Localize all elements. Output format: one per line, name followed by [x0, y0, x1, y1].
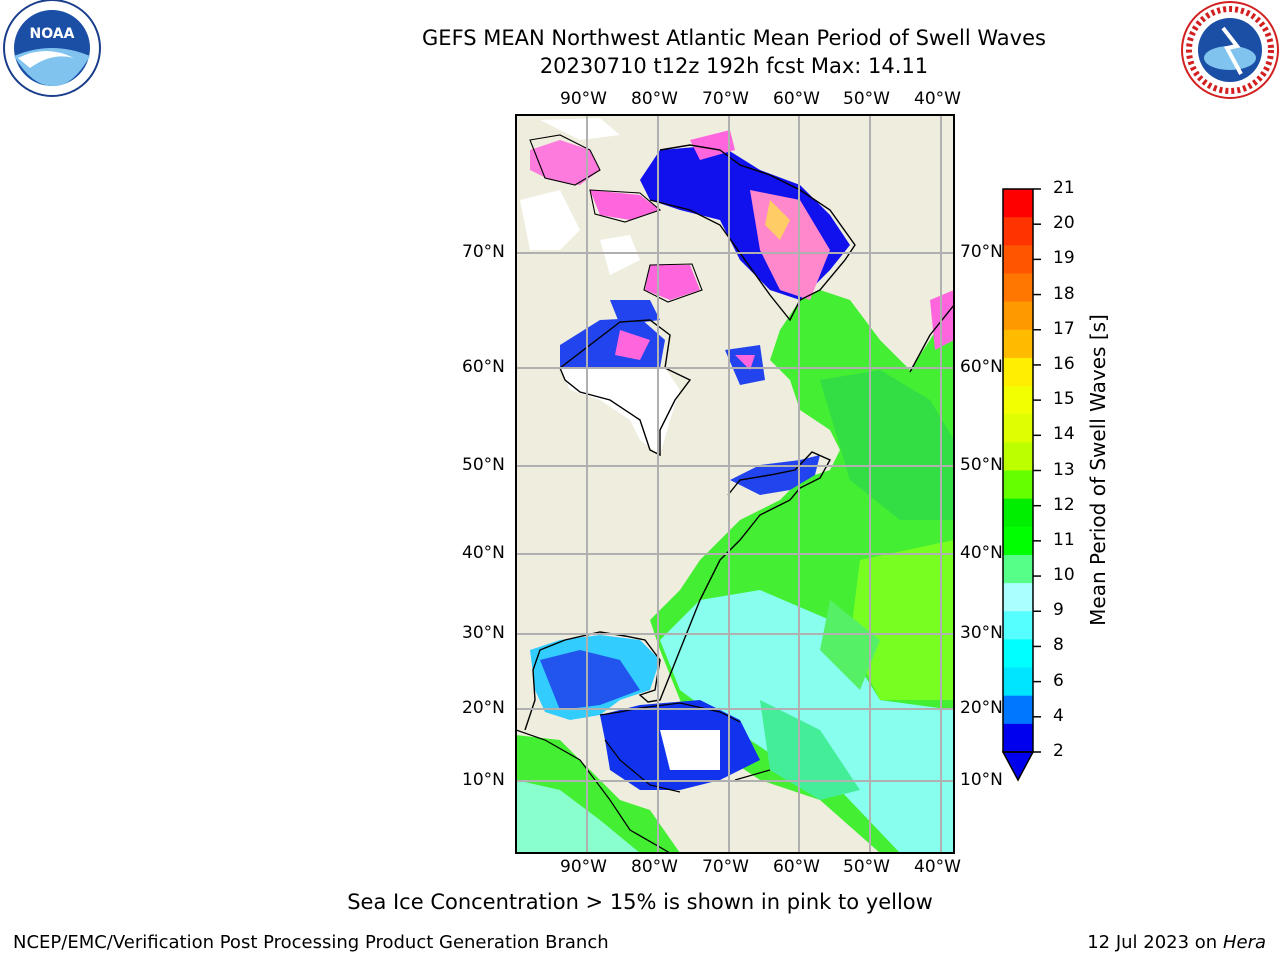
colorbar-segment — [1003, 442, 1033, 471]
colorbar-tick-label: 12 — [1053, 494, 1075, 515]
colorbar-segment — [1003, 723, 1033, 753]
colorbar-tick-label: 17 — [1053, 318, 1075, 339]
noaa-logo: NOAA — [3, 0, 101, 97]
lon-label-top: 40°W — [914, 89, 961, 109]
colorbar-title: Mean Period of Swell Waves [s] — [1086, 314, 1110, 626]
chart-subtitle: 20230710 t12z 192h fcst Max: 14.11 — [539, 54, 929, 78]
lon-label-bottom: 40°W — [914, 857, 961, 877]
lat-label-left: 40°N — [462, 543, 505, 563]
colorbar-segment — [1003, 554, 1033, 584]
lat-label-right: 60°N — [960, 357, 1003, 377]
colorbar-segment — [1003, 498, 1033, 528]
lon-label-bottom: 70°W — [702, 857, 749, 877]
colorbar-segment — [1003, 526, 1033, 556]
lon-label-bottom: 50°W — [843, 857, 890, 877]
colorbar-tick-label: 19 — [1053, 248, 1075, 269]
lon-label-bottom: 90°W — [560, 857, 607, 877]
colorbar-tick-label: 14 — [1053, 424, 1075, 445]
lon-label-top: 60°W — [773, 89, 820, 109]
lat-label-left: 70°N — [462, 242, 505, 262]
lon-label-top: 90°W — [560, 89, 607, 109]
lat-label-right: 30°N — [960, 623, 1003, 643]
ocean-cyan-zone — [660, 590, 954, 853]
colorbar-segment — [1003, 639, 1033, 669]
date-text: 12 Jul 2023 on — [1087, 932, 1223, 953]
colorbar-frame — [1002, 188, 1034, 753]
colorbar-segment — [1003, 414, 1033, 443]
colorbar-tick-label: 18 — [1053, 283, 1075, 304]
lat-label-left: 10°N — [462, 770, 505, 790]
lon-label-top: 70°W — [702, 89, 749, 109]
chart-title: GEFS MEAN Northwest Atlantic Mean Period… — [422, 26, 1046, 50]
lat-label-right: 50°N — [960, 455, 1003, 475]
lat-label-right: 20°N — [960, 698, 1003, 718]
colorbar-segment — [1003, 667, 1033, 697]
colorbar-segment — [1003, 189, 1033, 218]
colorbar-segment — [1003, 329, 1033, 359]
colorbar-tick-label: 15 — [1053, 389, 1075, 410]
colorbar-tick-label: 6 — [1053, 670, 1064, 691]
colorbar-tick-label: 16 — [1053, 353, 1075, 374]
colorbar-tick-label: 21 — [1053, 178, 1075, 198]
lon-label-top: 80°W — [631, 89, 678, 109]
host-name: Hera — [1222, 932, 1266, 953]
colorbar-segment — [1003, 301, 1033, 331]
nws-logo — [1181, 1, 1279, 99]
colorbar — [1003, 188, 1041, 753]
graticule — [516, 115, 954, 853]
lat-label-left: 60°N — [462, 357, 505, 377]
coastline-north-america — [524, 144, 856, 731]
colorbar-tick-label: 20 — [1053, 213, 1075, 234]
svg-text:NOAA: NOAA — [30, 26, 75, 42]
colorbar-segment — [1003, 470, 1033, 500]
lat-label-left: 30°N — [462, 623, 505, 643]
map-frame — [515, 114, 955, 854]
colorbar-segment — [1003, 386, 1033, 415]
colorbar-tick-label: 2 — [1053, 741, 1064, 761]
colorbar-segment — [1003, 611, 1033, 640]
lon-label-top: 50°W — [843, 89, 890, 109]
date-stamp: 12 Jul 2023 on Hera — [1087, 932, 1266, 953]
colorbar-tick-label: 13 — [1053, 459, 1075, 480]
colorbar-tick-label: 11 — [1053, 529, 1075, 550]
credit-line: NCEP/EMC/Verification Post Processing Pr… — [13, 932, 609, 953]
colorbar-tick-label: 8 — [1053, 635, 1064, 656]
colorbar-tick-label: 4 — [1053, 705, 1064, 726]
sea-ice-note: Sea Ice Concentration > 15% is shown in … — [347, 890, 933, 914]
colorbar-segment — [1003, 583, 1033, 612]
colorbar-tick-label: 10 — [1053, 565, 1075, 586]
colorbar-segment — [1003, 695, 1033, 725]
lat-label-right: 40°N — [960, 543, 1003, 563]
lat-label-left: 20°N — [462, 698, 505, 718]
colorbar-segment — [1003, 357, 1033, 387]
colorbar-segment — [1003, 217, 1033, 246]
colorbar-extend-arrow — [1001, 751, 1035, 782]
colorbar-segment — [1003, 245, 1033, 274]
lat-label-right: 10°N — [960, 770, 1003, 790]
lat-label-right: 70°N — [960, 242, 1003, 262]
lat-label-left: 50°N — [462, 455, 505, 475]
colorbar-tick-label: 9 — [1053, 600, 1064, 621]
colorbar-segment — [1003, 273, 1033, 303]
lon-label-bottom: 60°W — [773, 857, 820, 877]
lon-label-bottom: 80°W — [631, 857, 678, 877]
